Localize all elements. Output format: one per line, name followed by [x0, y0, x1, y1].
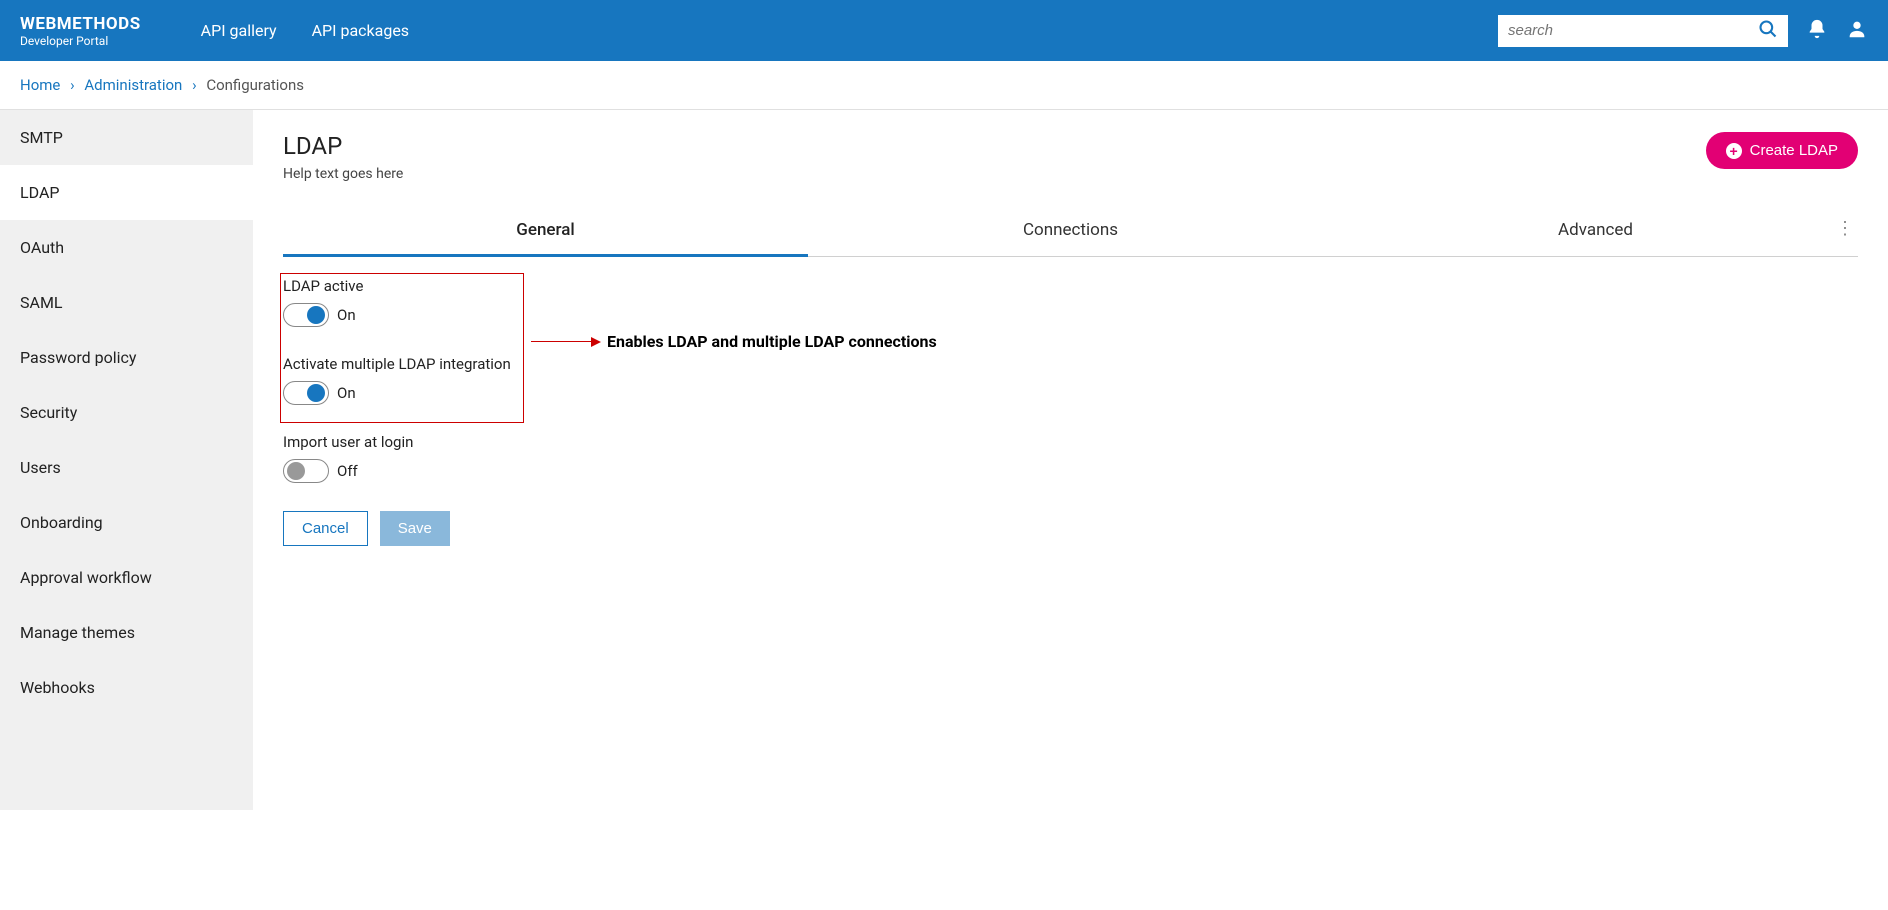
- logo-title: WEBMETHODS: [20, 14, 141, 34]
- sidebar-item-onboarding[interactable]: Onboarding: [0, 495, 253, 550]
- import-user-label: Import user at login: [283, 433, 1858, 451]
- field-ldap-active: LDAP active On: [283, 277, 1858, 327]
- annotation-text: Enables LDAP and multiple LDAP connectio…: [607, 332, 937, 351]
- import-user-toggle[interactable]: [283, 459, 329, 483]
- form-section: Enables LDAP and multiple LDAP connectio…: [283, 277, 1858, 546]
- search-input[interactable]: [1508, 22, 1758, 39]
- tab-general[interactable]: General: [283, 206, 808, 257]
- search-box: [1498, 15, 1788, 47]
- multi-ldap-state: On: [337, 384, 356, 402]
- save-button[interactable]: Save: [380, 511, 450, 546]
- header-right: [1498, 15, 1868, 47]
- ldap-active-state: On: [337, 306, 356, 324]
- page-title: LDAP: [283, 132, 403, 160]
- sidebar-item-smtp[interactable]: SMTP: [0, 110, 253, 165]
- tabs: General Connections Advanced ⋮: [283, 206, 1858, 257]
- breadcrumb-home[interactable]: Home: [20, 76, 60, 94]
- ldap-active-label: LDAP active: [283, 277, 1858, 295]
- search-icon[interactable]: [1758, 19, 1778, 43]
- annotation: Enables LDAP and multiple LDAP connectio…: [531, 332, 937, 351]
- kebab-menu-icon[interactable]: ⋮: [1836, 218, 1854, 239]
- chevron-right-icon: ›: [192, 76, 197, 94]
- page-header: LDAP Help text goes here + Create LDAP: [283, 132, 1858, 182]
- main: SMTP LDAP OAuth SAML Password policy Sec…: [0, 110, 1888, 810]
- breadcrumb-administration[interactable]: Administration: [84, 76, 182, 94]
- toggle-knob: [287, 462, 305, 480]
- toggle-row: On: [283, 303, 1858, 327]
- import-user-state: Off: [337, 462, 358, 480]
- sidebar-item-oauth[interactable]: OAuth: [0, 220, 253, 275]
- arrow-right-icon: [591, 337, 601, 347]
- sidebar-item-users[interactable]: Users: [0, 440, 253, 495]
- toggle-knob: [307, 384, 325, 402]
- sidebar-item-manage-themes[interactable]: Manage themes: [0, 605, 253, 660]
- plus-icon: +: [1726, 143, 1742, 159]
- nav-link-api-gallery[interactable]: API gallery: [201, 21, 277, 40]
- breadcrumb-configurations: Configurations: [206, 76, 304, 94]
- sidebar-item-saml[interactable]: SAML: [0, 275, 253, 330]
- annotation-line: [531, 341, 591, 342]
- field-import-user: Import user at login Off: [283, 433, 1858, 483]
- sidebar-item-webhooks[interactable]: Webhooks: [0, 660, 253, 715]
- sidebar-item-approval-workflow[interactable]: Approval workflow: [0, 550, 253, 605]
- buttons: Cancel Save: [283, 511, 1858, 546]
- ldap-active-toggle[interactable]: [283, 303, 329, 327]
- field-multi-ldap: Activate multiple LDAP integration On: [283, 355, 1858, 405]
- tab-connections[interactable]: Connections: [808, 206, 1333, 256]
- page-subtitle: Help text goes here: [283, 166, 403, 182]
- cancel-button[interactable]: Cancel: [283, 511, 368, 546]
- user-icon[interactable]: [1846, 18, 1868, 44]
- create-ldap-button[interactable]: + Create LDAP: [1706, 132, 1858, 169]
- content: LDAP Help text goes here + Create LDAP G…: [253, 110, 1888, 810]
- bell-icon[interactable]: [1806, 18, 1828, 44]
- multi-ldap-label: Activate multiple LDAP integration: [283, 355, 1858, 373]
- breadcrumb: Home › Administration › Configurations: [0, 61, 1888, 110]
- logo-subtitle: Developer Portal: [20, 34, 141, 48]
- nav-link-api-packages[interactable]: API packages: [312, 21, 409, 40]
- create-ldap-label: Create LDAP: [1750, 142, 1838, 159]
- multi-ldap-toggle[interactable]: [283, 381, 329, 405]
- header: WEBMETHODS Developer Portal API gallery …: [0, 0, 1888, 61]
- sidebar: SMTP LDAP OAuth SAML Password policy Sec…: [0, 110, 253, 810]
- toggle-knob: [307, 306, 325, 324]
- toggle-row: Off: [283, 459, 1858, 483]
- chevron-right-icon: ›: [70, 76, 75, 94]
- nav-links: API gallery API packages: [201, 21, 409, 40]
- sidebar-item-ldap[interactable]: LDAP: [0, 165, 253, 220]
- tab-advanced[interactable]: Advanced: [1333, 206, 1858, 256]
- sidebar-item-security[interactable]: Security: [0, 385, 253, 440]
- logo[interactable]: WEBMETHODS Developer Portal: [20, 14, 141, 48]
- sidebar-item-password-policy[interactable]: Password policy: [0, 330, 253, 385]
- toggle-row: On: [283, 381, 1858, 405]
